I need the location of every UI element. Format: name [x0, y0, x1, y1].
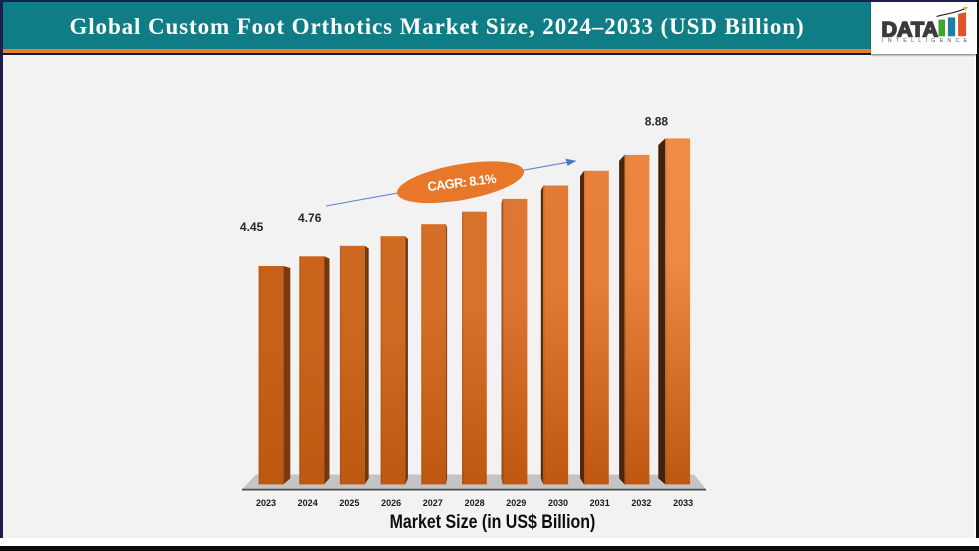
svg-text:2033: 2033	[673, 498, 693, 508]
svg-text:2029: 2029	[506, 498, 526, 508]
svg-text:2024: 2024	[298, 498, 318, 508]
svg-text:2026: 2026	[381, 498, 401, 508]
svg-text:INTELLIGENCE: INTELLIGENCE	[882, 38, 971, 44]
svg-text:2025: 2025	[339, 498, 359, 508]
svg-text:2030: 2030	[548, 498, 568, 508]
svg-text:2032: 2032	[631, 498, 651, 508]
svg-text:2031: 2031	[590, 498, 610, 508]
svg-text:8.88: 8.88	[645, 114, 669, 128]
svg-text:2023: 2023	[256, 498, 276, 508]
svg-text:4.76: 4.76	[298, 211, 322, 225]
svg-text:2028: 2028	[465, 498, 485, 508]
svg-text:4.45: 4.45	[240, 220, 264, 234]
svg-text:DATA: DATA	[882, 17, 939, 41]
svg-text:2027: 2027	[423, 498, 443, 508]
